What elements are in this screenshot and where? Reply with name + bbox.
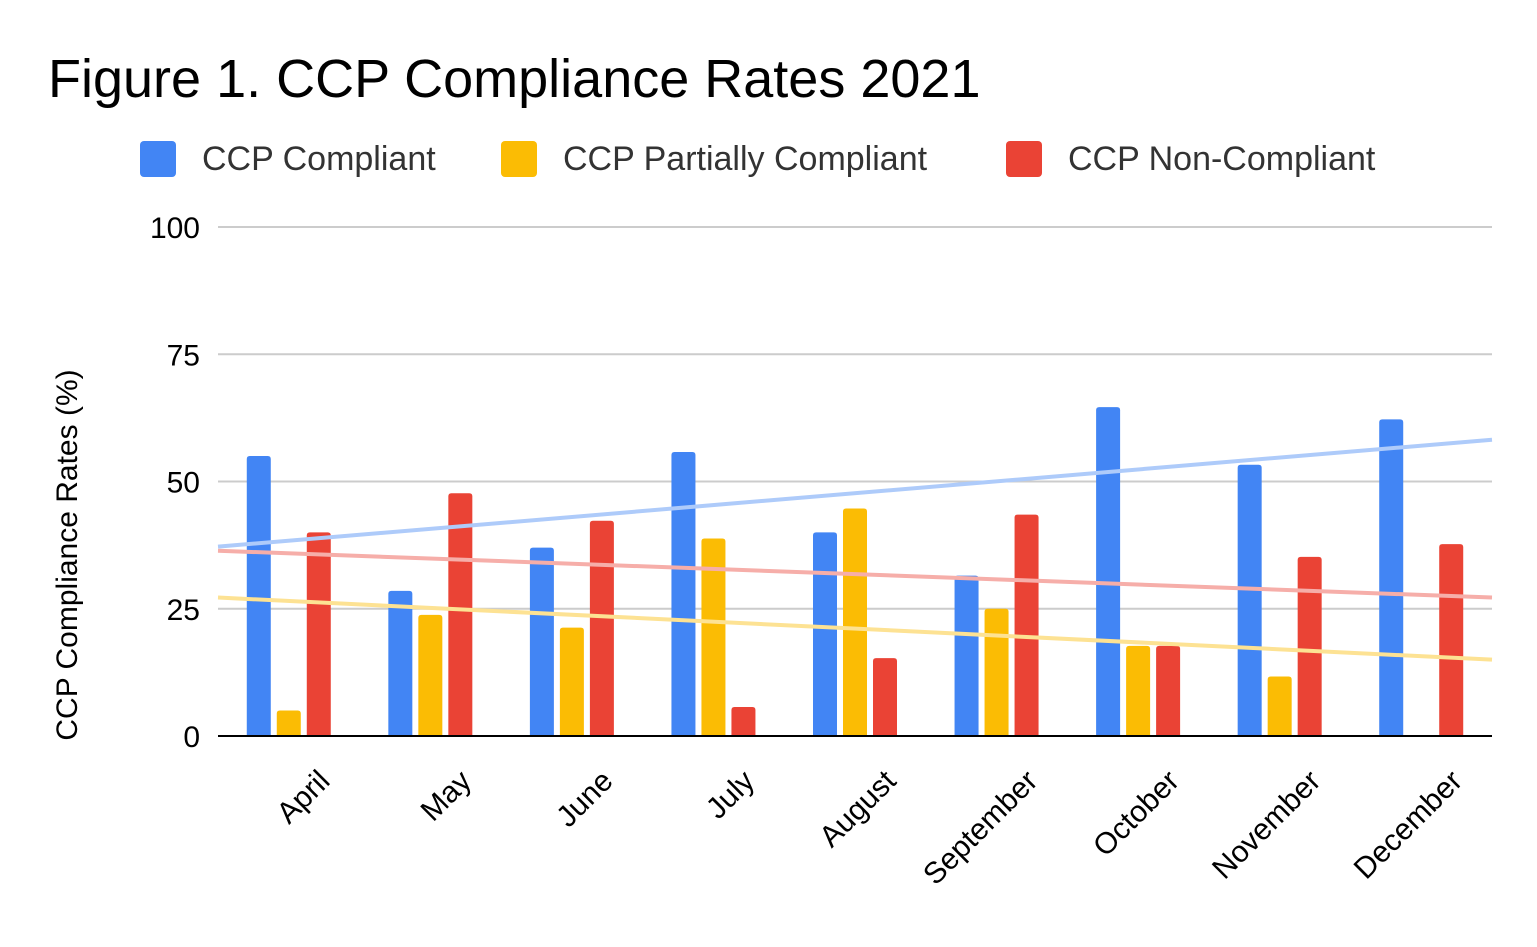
legend: CCP Compliant CCP Partially Compliant CCP … [140, 140, 1376, 178]
x-tick-label: October [1087, 764, 1186, 863]
bar-ccp-partially-compliant-april [276, 710, 301, 736]
bars [246, 407, 1464, 736]
legend-swatch [140, 141, 176, 177]
legend-label: CCP Partially Compliant [563, 140, 928, 178]
legend-swatch [501, 141, 537, 177]
y-axis-ticks: 0 25 50 75 100 [150, 212, 200, 754]
bar-ccp-compliant-october [1096, 407, 1121, 736]
bar-ccp-non-compliant-may [448, 493, 473, 736]
y-tick-label: 0 [183, 721, 200, 754]
x-tick-label: June [550, 764, 619, 833]
bar-ccp-compliant-november [1237, 464, 1262, 736]
y-tick-label: 100 [150, 212, 200, 245]
bar-ccp-compliant-july [671, 451, 696, 736]
x-tick-label: May [415, 764, 478, 827]
bar-ccp-partially-compliant-october [1126, 645, 1151, 736]
bar-ccp-non-compliant-july [731, 706, 756, 736]
bar-ccp-partially-compliant-july [701, 538, 726, 736]
bar-ccp-non-compliant-september [1014, 514, 1039, 736]
bar-ccp-compliant-september [954, 575, 979, 736]
trendline-ccp-partially-compliant [217, 595, 1493, 662]
bar-ccp-compliant-august [813, 532, 837, 736]
y-tick-label: 25 [167, 594, 200, 627]
bar-ccp-compliant-may [388, 590, 413, 736]
trendline-ccp-compliant [217, 437, 1493, 549]
chart-title: Figure 1. CCP Compliance Rates 2021 [48, 49, 980, 109]
bar-ccp-non-compliant-june [589, 520, 614, 736]
legend-label: CCP Non-Compliant [1068, 140, 1376, 178]
bar-ccp-partially-compliant-june [559, 627, 584, 736]
bar-ccp-partially-compliant-august [843, 508, 867, 736]
y-tick-label: 75 [167, 339, 200, 372]
bar-ccp-non-compliant-december [1439, 544, 1464, 736]
y-tick-label: 50 [167, 467, 200, 500]
trendlines [217, 437, 1493, 662]
bar-ccp-compliant-april [246, 456, 271, 736]
legend-label: CCP Compliant [202, 140, 436, 178]
bar-ccp-non-compliant-october [1156, 645, 1181, 736]
bar-ccp-partially-compliant-november [1267, 676, 1292, 736]
trendline-ccp-non-compliant [217, 548, 1493, 600]
bar-ccp-compliant-june [529, 547, 554, 736]
x-tick-label: December [1348, 764, 1469, 885]
x-tick-label: July [700, 764, 761, 825]
x-tick-label: April [271, 764, 337, 830]
y-axis-label: CCP Compliance Rates (%) [51, 369, 84, 740]
x-tick-label: August [813, 764, 903, 854]
legend-swatch [1006, 141, 1042, 177]
bar-ccp-partially-compliant-may [418, 614, 443, 736]
bar-ccp-non-compliant-august [873, 658, 897, 736]
x-tick-label: November [1206, 764, 1327, 885]
bar-ccp-non-compliant-november [1297, 556, 1322, 736]
bar-ccp-partially-compliant-september [984, 608, 1009, 736]
x-axis-ticks: April May June July August September October No… [271, 764, 1469, 892]
bar-ccp-compliant-december [1379, 419, 1404, 736]
x-tick-label: September [917, 764, 1044, 891]
bar-ccp-non-compliant-april [306, 532, 331, 736]
